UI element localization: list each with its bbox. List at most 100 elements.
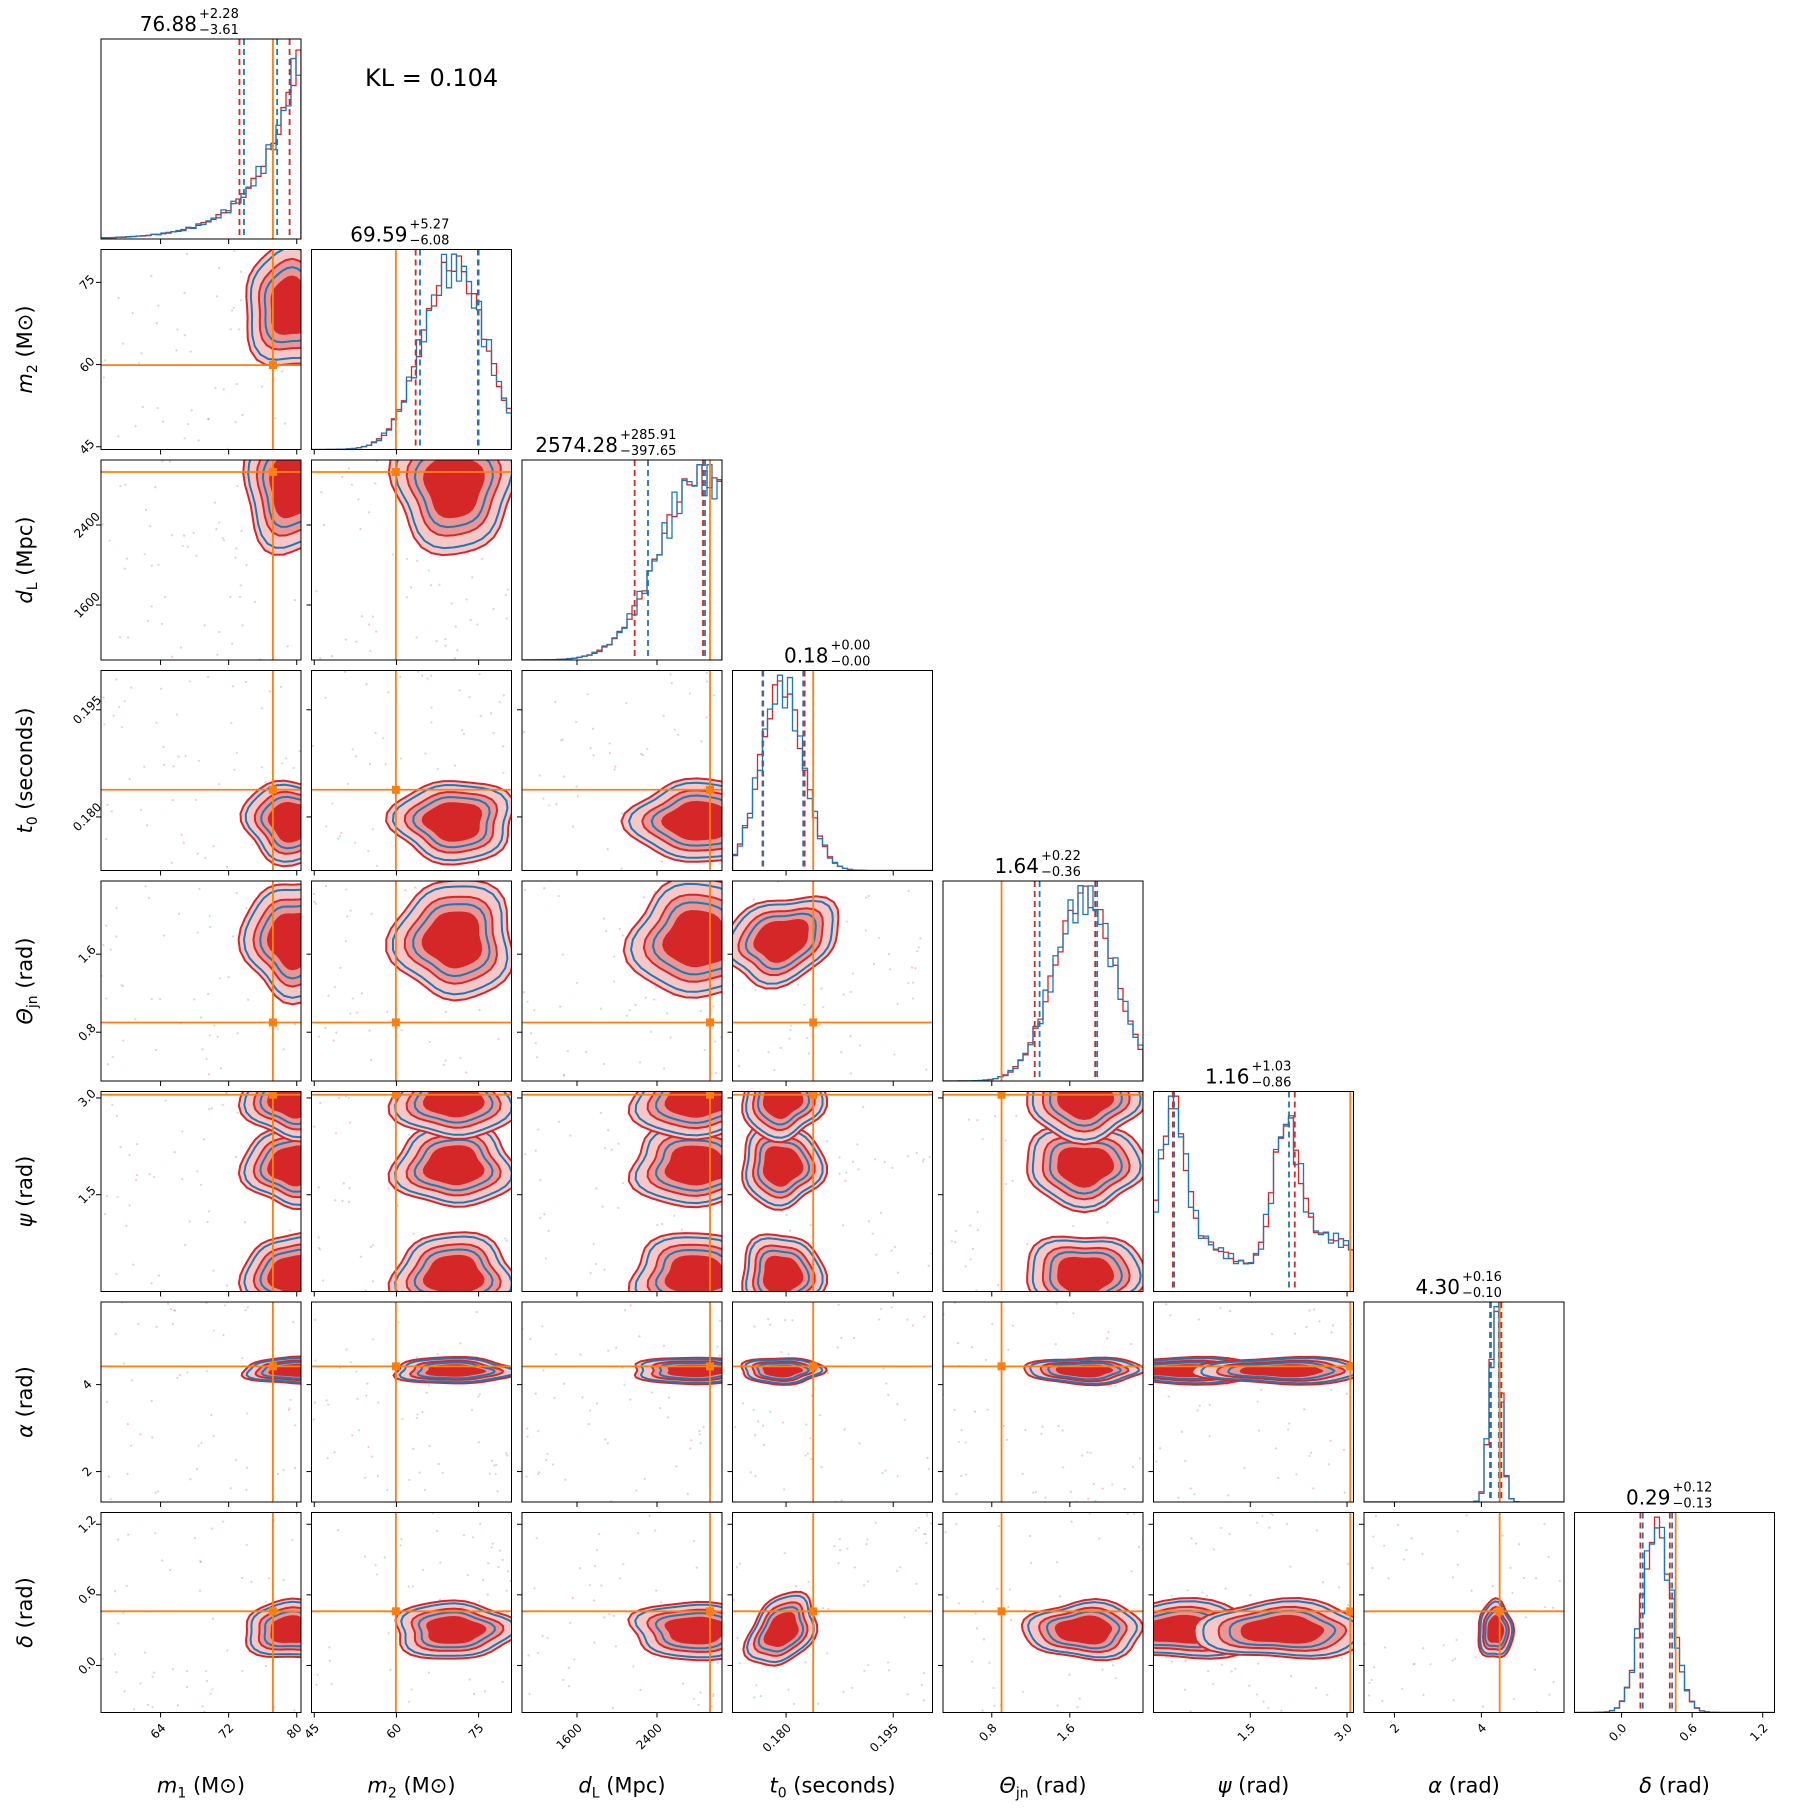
scatter-point — [268, 1577, 271, 1580]
contour-line-red-mid — [255, 460, 301, 537]
scatter-point — [838, 1156, 841, 1159]
scatter-point — [906, 1318, 909, 1321]
scatter-point — [1268, 1526, 1271, 1529]
contour-line-red-outer — [1153, 1596, 1269, 1660]
histogram-blue-alpha — [1364, 1306, 1564, 1502]
scatter-point — [340, 831, 343, 834]
scatter-point — [180, 833, 183, 836]
scatter-point — [856, 1143, 859, 1146]
scatter-point — [880, 1308, 883, 1311]
scatter-point — [571, 1596, 574, 1599]
panel-frame — [732, 1512, 933, 1713]
scatter-point — [204, 1670, 208, 1673]
contour-line-blue-inner — [1049, 1091, 1123, 1127]
y-tick-label-theta_jn: 0.8 — [75, 1021, 98, 1044]
scatter-point — [1347, 1603, 1350, 1607]
panel-frame — [1153, 1301, 1354, 1503]
scatter-point — [318, 1035, 321, 1038]
contour-line-red-outer — [237, 1122, 301, 1211]
scatter-point — [1326, 1693, 1329, 1696]
scatter-point — [662, 1344, 666, 1347]
scatter-point — [387, 691, 390, 694]
scatter-point — [113, 1590, 117, 1593]
contour-fill-inner — [421, 911, 483, 969]
scatter-point — [788, 1229, 792, 1232]
scatter-point — [135, 1143, 139, 1146]
scatter-point — [347, 1096, 350, 1099]
scatter-point — [475, 1311, 478, 1314]
scatter-point — [837, 1303, 840, 1306]
scatter-point — [1087, 1497, 1090, 1500]
scatter-point — [102, 696, 105, 699]
scatter-point — [867, 1220, 871, 1223]
scatter-point — [478, 1393, 481, 1396]
scatter-point — [660, 1601, 663, 1604]
scatter-point — [182, 841, 185, 844]
scatter-point — [222, 388, 225, 391]
scatter-point — [614, 765, 617, 768]
scatter-point — [207, 417, 210, 420]
scatter-point — [141, 405, 144, 409]
panel-frame — [732, 1301, 933, 1503]
scatter-point — [387, 1187, 390, 1190]
contour-line-red-mid — [1039, 1360, 1130, 1383]
panel-frame — [100, 1301, 302, 1503]
scatter-point — [162, 745, 165, 749]
scatter-point — [479, 714, 482, 717]
scatter-point — [826, 1371, 830, 1375]
scatter-point — [1086, 1451, 1089, 1454]
scatter-point — [387, 1632, 390, 1635]
scatter-point — [479, 1522, 482, 1525]
x-axis-label-m2: m2 (M⊙) — [367, 1774, 455, 1802]
scatter-point — [229, 1487, 232, 1490]
x-tick-label-delta: 1.2 — [1747, 1721, 1770, 1744]
scatter-point — [662, 714, 665, 717]
scatter-point — [225, 865, 229, 868]
axis-label-unit: (rad) — [1029, 1774, 1087, 1798]
y-tick-label-delta: 1.2 — [75, 1513, 98, 1536]
truth-marker — [268, 1091, 277, 1099]
scatter-point — [274, 417, 277, 420]
panel-frame — [311, 249, 512, 450]
scatter-point — [134, 1178, 138, 1182]
contour-line-red-mid — [1041, 1246, 1131, 1292]
hist-psi — [1153, 1091, 1354, 1292]
scatter-point — [328, 1659, 331, 1662]
scatter-point — [915, 1582, 918, 1585]
scatter-point — [742, 1402, 745, 1405]
contour-line-red-mid — [752, 1601, 809, 1657]
scatter-point — [356, 1011, 359, 1014]
scatter-point — [161, 460, 164, 463]
scatter-point — [1072, 1312, 1075, 1315]
scatter-point — [276, 1472, 280, 1476]
scatter-point — [881, 1471, 884, 1475]
scatter-point — [244, 1309, 247, 1312]
scatter-point — [1543, 1606, 1547, 1609]
diag-title-minus-dL: −397.65 — [620, 444, 676, 459]
scatter-point — [527, 1654, 530, 1657]
scatter-point — [481, 557, 484, 561]
scatter-point — [1205, 1594, 1208, 1597]
scatter-point — [1106, 1337, 1109, 1340]
scatter-point — [561, 953, 564, 956]
scatter-point — [218, 630, 221, 634]
scatter-point — [436, 768, 439, 771]
panel-frame — [732, 880, 933, 1082]
scatter-point — [117, 1622, 120, 1625]
scatter-point — [130, 686, 133, 689]
scatter-point — [867, 894, 870, 897]
panel-alpha-vs-m2 — [311, 1302, 512, 1502]
scatter-point — [197, 1444, 200, 1447]
scatter-point — [804, 1454, 807, 1457]
scatter-point — [608, 1613, 611, 1616]
hist-m2 — [311, 249, 512, 450]
scatter-point — [1220, 1663, 1224, 1666]
scatter-point — [1212, 1682, 1215, 1686]
scatter-point — [441, 1471, 444, 1474]
diag-title-plus-psi: +1.03 — [1252, 1060, 1292, 1075]
scatter-point — [208, 1034, 212, 1037]
scatter-point — [244, 1221, 247, 1224]
truth-marker — [268, 1018, 277, 1027]
scatter-point — [592, 754, 595, 757]
scatter-point — [885, 1382, 888, 1385]
